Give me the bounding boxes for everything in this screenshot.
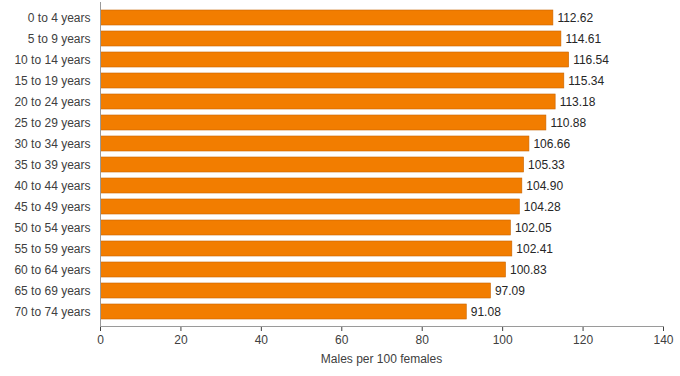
svg-text:10 to 14 years: 10 to 14 years [14,53,90,67]
svg-text:25 to 29 years: 25 to 29 years [14,116,90,130]
svg-text:65 to 69 years: 65 to 69 years [14,284,90,298]
svg-text:106.66: 106.66 [533,137,570,151]
svg-text:0: 0 [97,333,104,347]
svg-text:116.54: 116.54 [573,53,609,67]
svg-text:113.18: 113.18 [560,95,596,109]
svg-text:102.05: 102.05 [515,221,552,235]
svg-text:15 to 19 years: 15 to 19 years [14,74,90,88]
svg-text:112.62: 112.62 [557,11,593,25]
svg-text:5 to 9 years: 5 to 9 years [28,32,91,46]
svg-text:60: 60 [335,333,349,347]
svg-text:60 to 64 years: 60 to 64 years [14,263,90,277]
svg-text:30 to 34 years: 30 to 34 years [14,137,90,151]
svg-text:35 to 39 years: 35 to 39 years [14,158,90,172]
svg-text:140: 140 [653,333,673,347]
svg-text:120: 120 [573,333,593,347]
svg-text:70 to 74 years: 70 to 74 years [14,305,90,319]
svg-text:50 to 54 years: 50 to 54 years [14,221,90,235]
svg-text:115.34: 115.34 [568,74,604,88]
svg-text:55 to 59 years: 55 to 59 years [14,242,90,256]
svg-text:105.33: 105.33 [528,158,565,172]
svg-text:0 to 4 years: 0 to 4 years [28,11,91,25]
svg-text:40 to 44 years: 40 to 44 years [14,179,90,193]
svg-text:100.83: 100.83 [510,263,547,277]
svg-text:97.09: 97.09 [495,284,525,298]
svg-text:100: 100 [493,333,513,347]
svg-text:45 to 49 years: 45 to 49 years [14,200,90,214]
svg-text:110.88: 110.88 [550,116,586,130]
svg-text:80: 80 [416,333,430,347]
svg-text:20: 20 [174,333,188,347]
svg-text:20 to 24 years: 20 to 24 years [14,95,90,109]
html-text:Males per 100 females: Males per 100 females [320,352,443,366]
svg-text:114.61: 114.61 [565,32,601,46]
svg-text:102.41: 102.41 [516,242,553,256]
svg-text:104.90: 104.90 [526,179,563,193]
svg-text:104.28: 104.28 [524,200,561,214]
svg-text:91.08: 91.08 [471,305,501,319]
svg-text:40: 40 [255,333,269,347]
